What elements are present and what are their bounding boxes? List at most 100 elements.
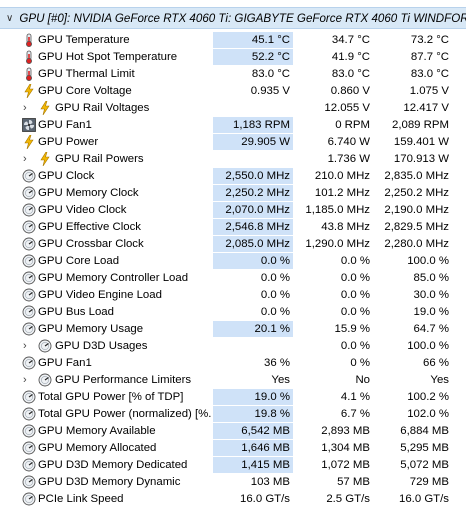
gauge-icon	[22, 288, 36, 302]
sensor-row[interactable]: Total GPU Power [% of TDP] 19.0 % 4.1 % 100…	[0, 389, 466, 406]
thermometer-icon	[22, 67, 36, 81]
sensor-label: GPU Bus Load	[38, 306, 114, 318]
sensor-row[interactable]: GPU Bus Load 0.0 % 0.0 % 19.0 %	[0, 304, 466, 321]
gauge-icon	[22, 237, 36, 251]
expand-chevron-icon[interactable]: ›	[23, 374, 27, 386]
current-value: 19.8 %	[213, 406, 293, 422]
sensor-row[interactable]: GPU Temperature 45.1 °C 34.7 °C 73.2 °C	[0, 32, 466, 49]
maximum-value: 83.0 °C	[410, 68, 449, 80]
expand-chevron-icon[interactable]: ›	[23, 340, 27, 352]
current-value	[213, 338, 293, 354]
gauge-icon	[22, 271, 36, 285]
sensor-row[interactable]: PCIe Link Speed 16.0 GT/s 2.5 GT/s 16.0 GT/…	[0, 491, 466, 508]
sensor-label: Total GPU Power (normalized) [%...	[38, 408, 212, 420]
maximum-value: 100.0 %	[407, 340, 449, 352]
gauge-icon	[22, 203, 36, 217]
sensor-rows: GPU Temperature 45.1 °C 34.7 °C 73.2 °C GPU …	[0, 32, 466, 508]
collapse-chevron-icon[interactable]: ∨	[6, 12, 14, 24]
lightning-icon	[22, 83, 36, 99]
gauge-icon	[22, 492, 36, 506]
sensor-label: GPU Video Clock	[38, 204, 127, 216]
current-value: 0.0 %	[260, 272, 290, 284]
sensor-row[interactable]: GPU D3D Memory Dedicated 1,415 MB 1,072 MB…	[0, 457, 466, 474]
current-value	[213, 100, 293, 116]
sensor-row[interactable]: › GPU Performance Limiters Yes No Yes	[0, 372, 466, 389]
sensor-row[interactable]: › GPU Rail Voltages 12.055 V 12.417 V	[0, 100, 466, 117]
gauge-icon	[22, 441, 36, 455]
gauge-icon	[22, 305, 36, 319]
sensor-label: GPU Performance Limiters	[55, 374, 192, 386]
sensor-row[interactable]: Total GPU Power (normalized) [%... 19.8 %…	[0, 406, 466, 423]
sensor-row[interactable]: GPU Core Load 0.0 % 0.0 % 100.0 %	[0, 253, 466, 270]
sensor-row[interactable]: GPU Memory Available 6,542 MB 2,893 MB 6,88…	[0, 423, 466, 440]
minimum-value: 41.9 °C	[331, 51, 370, 63]
sensor-label: GPU Rail Voltages	[55, 102, 150, 114]
gauge-icon	[22, 169, 36, 183]
minimum-value: 0.0 %	[340, 289, 370, 301]
minimum-value: 0.0 %	[340, 255, 370, 267]
sensor-row[interactable]: › GPU Rail Powers 1.736 W 170.913 W	[0, 151, 466, 168]
expand-chevron-icon[interactable]: ›	[23, 102, 27, 114]
sensor-row[interactable]: GPU Thermal Limit 83.0 °C 83.0 °C 83.0 °C	[0, 66, 466, 83]
sensor-label: GPU Effective Clock	[38, 221, 141, 233]
sensor-row[interactable]: GPU Memory Clock 2,250.2 MHz 101.2 MHz 2,25…	[0, 185, 466, 202]
current-value: 0.935 V	[250, 85, 290, 97]
current-value: 0.0 %	[260, 306, 290, 318]
thermometer-icon	[22, 33, 36, 47]
maximum-value: 2,829.5 MHz	[384, 221, 449, 233]
sensor-row[interactable]: GPU Video Engine Load 0.0 % 0.0 % 30.0 %	[0, 287, 466, 304]
maximum-value: 5,295 MB	[400, 442, 449, 454]
maximum-value: 12.417 V	[403, 102, 449, 114]
sensor-label: GPU Memory Usage	[38, 323, 144, 335]
gpu-group-header[interactable]: ∨ GPU [#0]: NVIDIA GeForce RTX 4060 Ti: …	[0, 7, 466, 29]
maximum-value: 102.0 %	[407, 408, 449, 420]
minimum-value: 0.0 %	[340, 340, 370, 352]
current-value: 36 %	[264, 357, 290, 369]
sensor-row[interactable]: GPU Core Voltage 0.935 V 0.860 V 1.075 V	[0, 83, 466, 100]
maximum-value: 19.0 %	[413, 306, 449, 318]
maximum-value: 2,835.0 MHz	[384, 170, 449, 182]
maximum-value: 159.401 W	[393, 136, 449, 148]
current-value: 1,415 MB	[213, 457, 293, 473]
minimum-value: No	[355, 374, 370, 386]
current-value: 6,542 MB	[213, 423, 293, 439]
minimum-value: 57 MB	[337, 476, 370, 488]
maximum-value: 100.0 %	[407, 255, 449, 267]
maximum-value: 85.0 %	[413, 272, 449, 284]
gauge-icon	[22, 220, 36, 234]
minimum-value: 210.0 MHz	[314, 170, 370, 182]
maximum-value: 5,072 MB	[400, 459, 449, 471]
minimum-value: 0 RPM	[335, 119, 370, 131]
sensor-row[interactable]: GPU Effective Clock 2,546.8 MHz 43.8 MHz 2,…	[0, 219, 466, 236]
gauge-icon	[22, 390, 36, 404]
sensor-row[interactable]: GPU Memory Allocated 1,646 MB 1,304 MB 5,29…	[0, 440, 466, 457]
sensor-row[interactable]: GPU Power 29.905 W 6.740 W 159.401 W	[0, 134, 466, 151]
gauge-icon	[38, 339, 52, 353]
lightning-icon	[22, 134, 36, 150]
sensor-row[interactable]: GPU Crossbar Clock 2,085.0 MHz 1,290.0 MHz…	[0, 236, 466, 253]
minimum-value: 12.055 V	[324, 102, 370, 114]
sensor-label: GPU Video Engine Load	[38, 289, 162, 301]
minimum-value: 101.2 MHz	[314, 187, 370, 199]
maximum-value: 1.075 V	[409, 85, 449, 97]
sensor-row[interactable]: GPU Clock 2,550.0 MHz 210.0 MHz 2,835.0 MHz	[0, 168, 466, 185]
sensor-row[interactable]: GPU D3D Memory Dynamic 103 MB 57 MB 729 MB	[0, 474, 466, 491]
sensor-label: GPU Thermal Limit	[38, 68, 135, 80]
maximum-value: 170.913 W	[393, 153, 449, 165]
sensor-row[interactable]: GPU Fan1 36 % 0 % 66 %	[0, 355, 466, 372]
expand-chevron-icon[interactable]: ›	[23, 153, 27, 165]
gauge-icon	[38, 373, 52, 387]
minimum-value: 0.0 %	[340, 306, 370, 318]
sensor-row[interactable]: › GPU D3D Usages 0.0 % 100.0 %	[0, 338, 466, 355]
sensor-label: GPU Rail Powers	[55, 153, 144, 165]
sensor-label: GPU Memory Controller Load	[38, 272, 189, 284]
sensor-row[interactable]: GPU Hot Spot Temperature 52.2 °C 41.9 °C 87…	[0, 49, 466, 66]
gauge-icon	[22, 458, 36, 472]
sensor-row[interactable]: GPU Fan1 1,183 RPM 0 RPM 2,089 RPM	[0, 117, 466, 134]
sensor-row[interactable]: GPU Memory Usage 20.1 % 15.9 % 64.7 %	[0, 321, 466, 338]
sensor-row[interactable]: GPU Video Clock 2,070.0 MHz 1,185.0 MHz 2,1…	[0, 202, 466, 219]
minimum-value: 1,185.0 MHz	[305, 204, 370, 216]
maximum-value: 2,089 RPM	[392, 119, 449, 131]
sensor-row[interactable]: GPU Memory Controller Load 0.0 % 0.0 % 85.0…	[0, 270, 466, 287]
current-value: 16.0 GT/s	[239, 493, 290, 505]
